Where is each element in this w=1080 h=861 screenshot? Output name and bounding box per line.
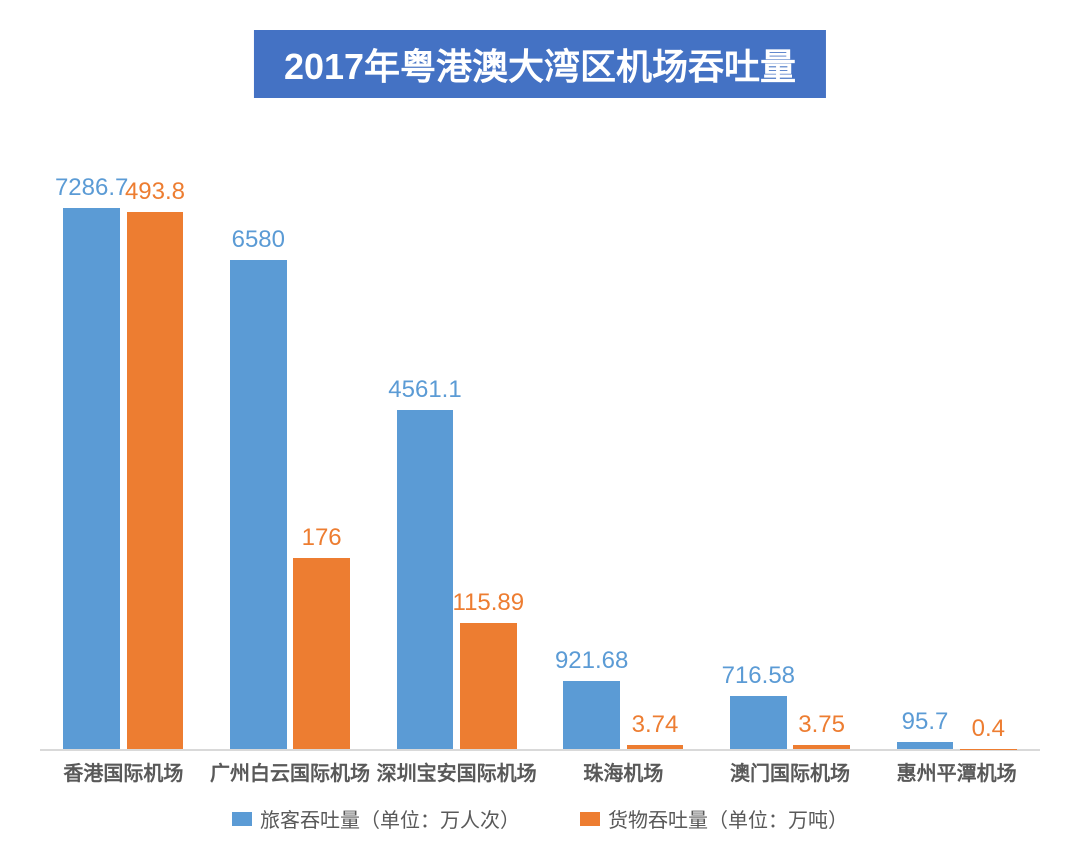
category-label: 深圳宝安国际机场: [373, 757, 540, 786]
category-group: 716.583.75澳门国际机场: [707, 140, 874, 749]
category-group: 95.70.4惠州平潭机场: [873, 140, 1040, 749]
bar-passengers: [897, 742, 954, 749]
category-label: 珠海机场: [540, 757, 707, 786]
bar-value-label: 4561.1: [365, 376, 485, 404]
category-label: 香港国际机场: [40, 757, 207, 786]
legend-label: 旅客吞吐量（单位：万人次）: [260, 804, 520, 833]
bar-value-label: 115.89: [428, 589, 548, 617]
bar-value-label: 0.4: [928, 715, 1048, 743]
bar-value-label: 176: [262, 524, 382, 552]
bar-value-label: 3.74: [595, 711, 715, 739]
chart-title: 2017年粤港澳大湾区机场吞吐量: [254, 30, 826, 98]
bar-cargo: [293, 558, 350, 749]
bar-value-label: 3.75: [762, 711, 882, 739]
bar-cargo: [127, 212, 184, 749]
legend-label: 货物吞吐量（单位：万吨）: [608, 804, 848, 833]
bar-cargo: [460, 623, 517, 749]
bar-value-label: 921.68: [532, 647, 652, 675]
bar-value-label: 6580: [198, 226, 318, 254]
category-group: 6580176广州白云国际机场: [207, 140, 374, 749]
category-label: 澳门国际机场: [707, 757, 874, 786]
category-label: 广州白云国际机场: [207, 757, 374, 786]
bar-value-label: 716.58: [698, 662, 818, 690]
bar-value-label: 493.8: [95, 178, 215, 206]
legend-item: 旅客吞吐量（单位：万人次）: [232, 804, 520, 833]
category-group: 921.683.74珠海机场: [540, 140, 707, 749]
plot-area: 7286.7493.8香港国际机场6580176广州白云国际机场4561.111…: [40, 140, 1040, 751]
category-label: 惠州平潭机场: [873, 757, 1040, 786]
bar-cargo: [793, 745, 850, 749]
category-group: 4561.1115.89深圳宝安国际机场: [373, 140, 540, 749]
bar-passengers: [397, 410, 454, 749]
legend: 旅客吞吐量（单位：万人次） 货物吞吐量（单位：万吨）: [0, 804, 1080, 833]
bar-passengers: [63, 208, 120, 749]
bar-passengers: [230, 260, 287, 749]
category-group: 7286.7493.8香港国际机场: [40, 140, 207, 749]
bar-cargo: [627, 745, 684, 749]
legend-swatch-icon: [580, 812, 600, 826]
legend-item: 货物吞吐量（单位：万吨）: [580, 804, 848, 833]
legend-swatch-icon: [232, 812, 252, 826]
